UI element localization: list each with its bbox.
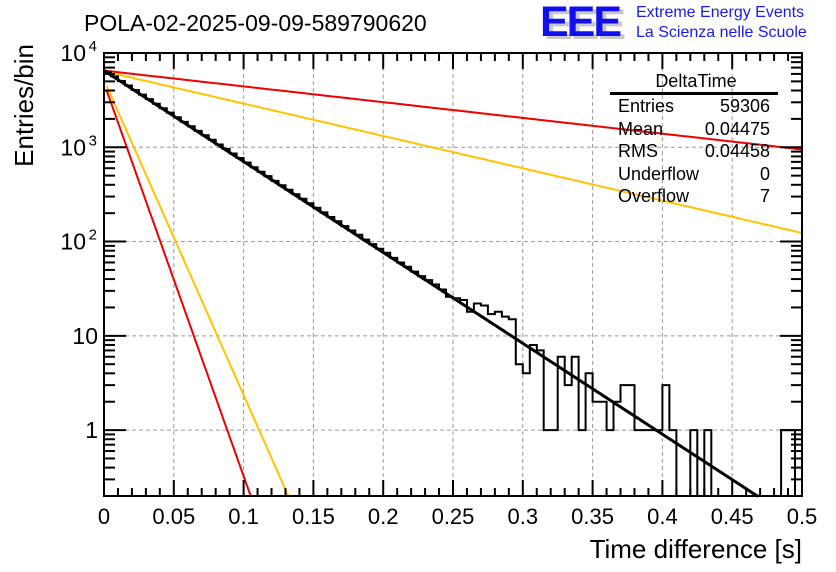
x-tick-label: 0.4 <box>647 504 678 529</box>
stats-box: DeltaTime Entries 59306 Mean 0.04475 RMS… <box>610 70 778 208</box>
x-tick-label: 0.25 <box>432 504 475 529</box>
red-shallow-band <box>103 69 803 151</box>
stats-value: 0.04458 <box>704 141 770 161</box>
eee-logo-line2: La Scienza nelle Scuole <box>636 24 807 41</box>
y-tick-label: 10 <box>60 229 86 255</box>
y-tick-label-exponent: 3 <box>89 132 97 149</box>
x-tick-label: 0.45 <box>711 504 754 529</box>
stats-label: Overflow <box>618 186 690 206</box>
x-tick-label: 0 <box>98 504 110 529</box>
y-tick-label-exponent: 2 <box>89 227 97 244</box>
x-tick-label: 0.1 <box>228 504 259 529</box>
eee-logo-letters: EEE <box>540 0 622 46</box>
x-tick-label: 0.5 <box>787 504 818 529</box>
axis-ticks <box>103 52 803 497</box>
stats-label: Mean <box>618 118 664 139</box>
x-tick-label: 0.3 <box>508 504 539 529</box>
stats-row-overflow: Overflow 7 <box>610 185 778 208</box>
stats-value: 0.04475 <box>704 118 770 139</box>
stats-value: 7 <box>759 186 770 206</box>
stats-value: 0 <box>759 163 770 184</box>
stats-title: DeltaTime <box>655 71 737 91</box>
y-tick-label: 10 <box>60 134 86 160</box>
main-exponential-fit <box>103 69 759 498</box>
x-tick-label: 0.35 <box>571 504 614 529</box>
x-tick-label: 0.15 <box>292 504 335 529</box>
stats-label: Underflow <box>618 163 700 184</box>
stats-divider <box>610 92 778 95</box>
x-axis-label: Time difference [s] <box>590 534 802 564</box>
x-tick-label: 0.05 <box>152 504 195 529</box>
stats-row-rms: RMS 0.04458 <box>610 140 778 163</box>
x-tick-labels: 0 0.05 0.1 0.15 0.2 0.25 0.3 0.35 0.4 0.45 0.5 <box>98 504 817 529</box>
y-tick-label: 1 <box>85 417 98 443</box>
y-tick-label-exponent: 4 <box>89 38 97 55</box>
y-axis-label: Entries/bin <box>9 44 39 167</box>
fit-curves <box>103 69 803 497</box>
stats-value: 59306 <box>719 96 770 116</box>
y-tick-label: 10 <box>60 40 86 66</box>
stats-label: RMS <box>618 141 658 161</box>
stats-row-mean: Mean 0.04475 <box>610 118 778 141</box>
x-tick-label: 0.2 <box>368 504 399 529</box>
y-tick-label: 10 <box>72 323 98 349</box>
stats-row-underflow: Underflow 0 <box>610 163 778 186</box>
stats-row-entries: Entries 59306 <box>610 95 778 118</box>
yellow-steep-band <box>105 85 290 497</box>
chart-title: POLA-02-2025-09-09-589790620 <box>84 10 427 36</box>
eee-logo-line1: Extreme Energy Events <box>636 4 805 21</box>
main-fit-curve <box>103 69 759 498</box>
yellow-shallow-band <box>103 70 803 234</box>
red-steep-band <box>105 90 252 497</box>
stats-label: Entries <box>618 96 675 116</box>
